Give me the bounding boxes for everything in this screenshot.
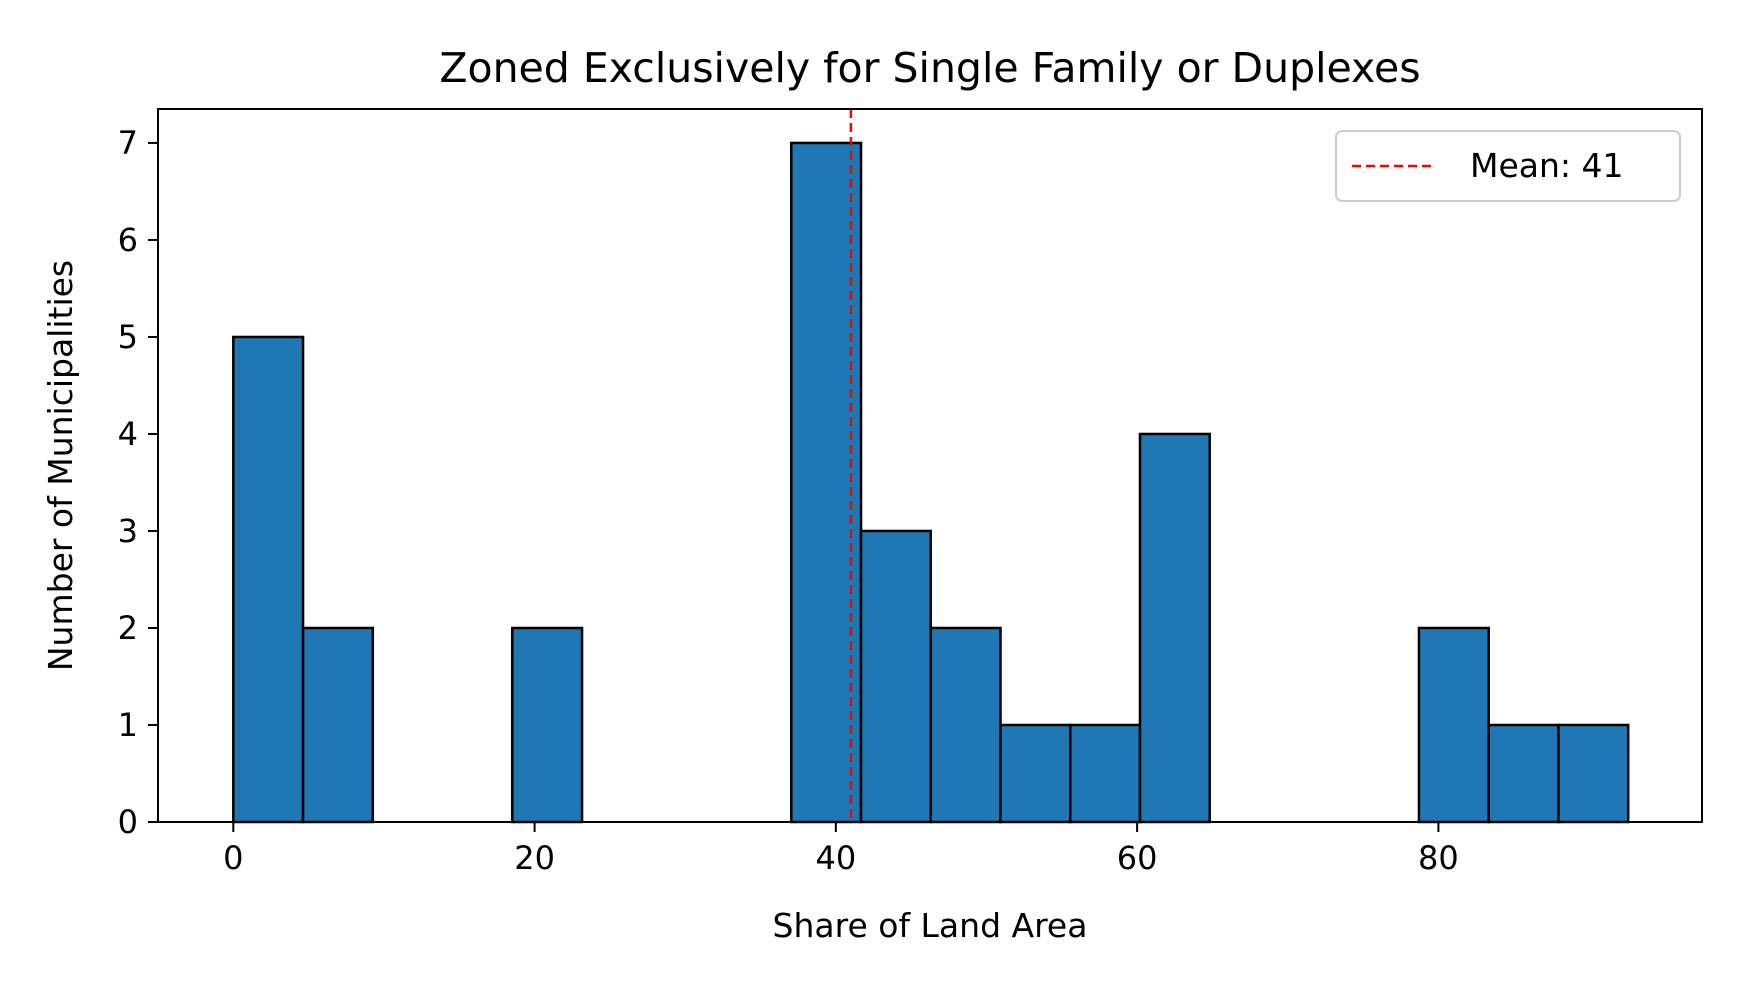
histogram-bar bbox=[859, 529, 933, 824]
x-tick-label: 60 bbox=[1117, 839, 1158, 877]
histogram-bar bbox=[301, 626, 375, 824]
bars-layer bbox=[232, 141, 1630, 824]
x-tick-label: 0 bbox=[223, 839, 243, 877]
axes-layer bbox=[157, 108, 1703, 823]
y-tick-label: 2 bbox=[118, 609, 138, 647]
axes-frame bbox=[157, 108, 1703, 823]
y-axis-label: Number of Municipalities bbox=[41, 260, 80, 671]
y-tick-label: 7 bbox=[118, 124, 138, 162]
y-tick-label: 3 bbox=[118, 512, 138, 550]
histogram-bar bbox=[1138, 432, 1211, 824]
x-tick-label: 40 bbox=[815, 839, 856, 877]
legend: Mean: 41 bbox=[1335, 130, 1681, 202]
histogram-bar bbox=[790, 141, 863, 824]
chart-title: Zoned Exclusively for Single Family or D… bbox=[439, 44, 1420, 92]
histogram-bar bbox=[1417, 626, 1490, 824]
legend-box bbox=[1335, 130, 1681, 202]
histogram-bar bbox=[1487, 723, 1560, 824]
histogram-bar bbox=[929, 626, 1002, 824]
y-tick-label: 1 bbox=[118, 706, 138, 744]
histogram-bar bbox=[511, 626, 584, 824]
legend-mean-label: Mean: 41 bbox=[1470, 146, 1624, 185]
y-ticks: 0 1 2 3 4 5 6 7 bbox=[118, 124, 158, 841]
histogram-bar bbox=[1068, 723, 1142, 824]
x-tick-label: 20 bbox=[514, 839, 555, 877]
x-axis-label: Share of Land Area bbox=[773, 906, 1088, 945]
histogram-bar bbox=[232, 335, 305, 824]
y-tick-label: 0 bbox=[118, 803, 138, 841]
x-tick-label: 80 bbox=[1418, 839, 1459, 877]
y-tick-label: 6 bbox=[118, 221, 138, 259]
x-ticks: 0 20 40 60 80 bbox=[223, 822, 1459, 877]
y-tick-label: 4 bbox=[118, 415, 138, 453]
histogram-bar bbox=[999, 723, 1072, 824]
histogram-bar bbox=[1557, 723, 1630, 824]
y-tick-label: 5 bbox=[118, 318, 138, 356]
